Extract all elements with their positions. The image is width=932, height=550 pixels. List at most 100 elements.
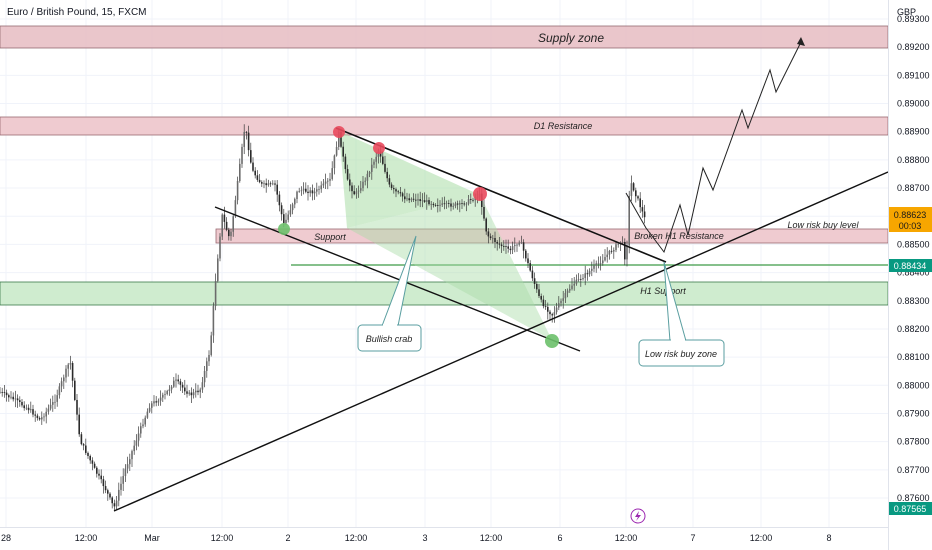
candle-body bbox=[360, 188, 362, 191]
candle-body bbox=[558, 303, 560, 308]
candle-body bbox=[608, 250, 611, 255]
candle-body bbox=[588, 270, 591, 275]
candle-body bbox=[492, 238, 494, 239]
candle-body bbox=[577, 278, 580, 280]
candle-body bbox=[190, 392, 193, 396]
candle-body bbox=[467, 198, 470, 204]
candle-body bbox=[397, 191, 399, 193]
candle-body bbox=[547, 306, 549, 312]
candle-body bbox=[606, 254, 608, 258]
candle-body bbox=[45, 411, 47, 417]
candle-body bbox=[49, 404, 52, 409]
candle-body bbox=[357, 190, 360, 192]
candle-body bbox=[621, 241, 624, 243]
candle-body bbox=[610, 250, 613, 252]
candle-body bbox=[181, 384, 184, 388]
candle-body bbox=[643, 211, 646, 218]
pattern-point-red-2 bbox=[373, 142, 385, 154]
candle-body bbox=[393, 188, 395, 190]
candle-body bbox=[78, 414, 80, 435]
candle-body bbox=[74, 380, 76, 400]
candle-body bbox=[168, 389, 171, 392]
candle-body bbox=[111, 497, 113, 504]
candle-body bbox=[267, 183, 270, 186]
candle-body bbox=[410, 198, 413, 201]
candle-body bbox=[107, 490, 109, 494]
candle-body bbox=[243, 131, 245, 147]
candle-body bbox=[525, 250, 527, 259]
candle-body bbox=[597, 263, 600, 265]
support-resistance-zone bbox=[215, 228, 888, 244]
y-tick-label: 0.88200 bbox=[897, 324, 930, 334]
y-tick-label: 0.87800 bbox=[897, 437, 930, 447]
candle-body bbox=[560, 300, 562, 304]
candle-body bbox=[80, 434, 83, 445]
candle-body bbox=[584, 273, 586, 279]
candle-body bbox=[217, 258, 219, 282]
candle-body bbox=[254, 170, 256, 176]
candle-body bbox=[388, 178, 391, 185]
candle-body bbox=[140, 426, 142, 434]
low-price-value: 0.87565 bbox=[894, 504, 927, 514]
candle-body bbox=[404, 196, 406, 200]
candle-body bbox=[133, 445, 135, 452]
candle-body bbox=[419, 199, 421, 202]
candle-body bbox=[417, 199, 419, 201]
candle-body bbox=[175, 379, 177, 381]
candle-body bbox=[206, 361, 208, 371]
projection-arrowhead bbox=[797, 37, 805, 46]
candle-body bbox=[542, 299, 545, 307]
candle-body bbox=[342, 146, 344, 157]
candle-body bbox=[454, 203, 457, 207]
candle-body bbox=[283, 214, 285, 224]
candle-body bbox=[118, 489, 120, 501]
candle-body bbox=[201, 382, 204, 390]
x-tick-label: Mar bbox=[144, 533, 160, 543]
candle-body bbox=[241, 146, 243, 164]
candle-body bbox=[122, 476, 124, 484]
candle-body bbox=[406, 198, 408, 200]
candle-body bbox=[124, 468, 127, 477]
candle-body bbox=[329, 178, 331, 181]
candle-body bbox=[456, 203, 459, 205]
candle-body bbox=[569, 288, 571, 291]
candle-body bbox=[555, 307, 558, 313]
candle-body bbox=[199, 389, 201, 393]
candle-body bbox=[470, 198, 472, 200]
bullish-crab-callout: Bullish crab bbox=[357, 235, 422, 352]
event-marker[interactable] bbox=[630, 508, 646, 524]
candle-body bbox=[23, 405, 25, 409]
candle-body bbox=[256, 175, 259, 180]
candle-body bbox=[412, 198, 415, 200]
candle-body bbox=[591, 268, 593, 271]
y-tick-label: 0.89200 bbox=[897, 42, 930, 52]
candle-body bbox=[553, 312, 556, 316]
x-tick-label: 12:00 bbox=[75, 533, 98, 543]
candle-body bbox=[100, 475, 102, 480]
candle-body bbox=[113, 503, 116, 507]
candle-body bbox=[324, 181, 327, 184]
candle-body bbox=[386, 171, 388, 179]
candle-body bbox=[540, 296, 542, 300]
descending-trendline-lower bbox=[214, 206, 581, 352]
candle-body bbox=[368, 171, 371, 174]
candle-body bbox=[355, 191, 358, 195]
candle-body bbox=[192, 392, 195, 396]
candle-body bbox=[617, 243, 619, 245]
candle-body bbox=[148, 407, 151, 412]
candle-body bbox=[390, 184, 393, 189]
candle-body bbox=[443, 203, 446, 205]
candle-body bbox=[104, 486, 107, 491]
candle-body bbox=[265, 183, 267, 186]
low-risk-buy-level-label: Low risk buy level bbox=[787, 220, 859, 230]
time-axis[interactable]: 28 12:00 Mar 12:00 2 12:00 3 12:00 6 12:00 7 12:00 8 bbox=[1, 533, 832, 543]
candle-body bbox=[562, 298, 564, 301]
candle-body bbox=[5, 392, 8, 396]
price-axis[interactable]: 0.89300 0.89200 0.89100 0.89000 0.88900 0.888… bbox=[897, 14, 930, 503]
currency-label: GBP bbox=[897, 7, 916, 17]
candle-body bbox=[38, 418, 41, 420]
bullish-crab-triangle-1 bbox=[339, 131, 480, 228]
candle-body bbox=[503, 246, 505, 247]
candle-body bbox=[635, 190, 637, 197]
